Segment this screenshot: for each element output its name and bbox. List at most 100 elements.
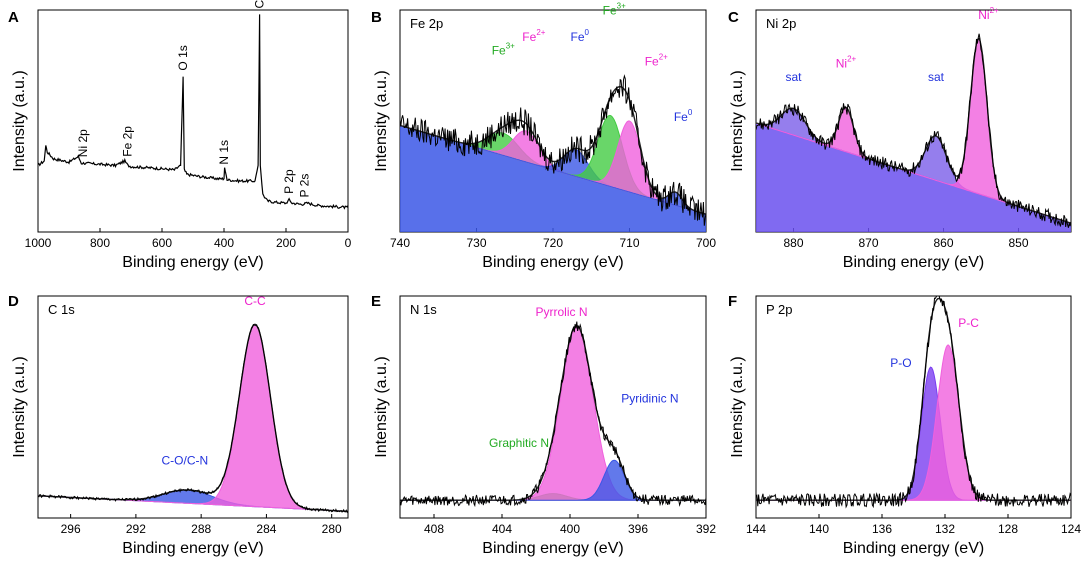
panel-title: N 1s (410, 302, 437, 317)
peak-annotation: Fe2+ (522, 28, 545, 44)
panel-label: A (8, 9, 19, 26)
peak-annotation: Fe2+ (645, 53, 668, 69)
peak-annotation: Fe0 (674, 108, 693, 124)
panel-label: C (728, 9, 739, 26)
y-axis-label: Intensity (a.u.) (373, 356, 390, 457)
plot-area (756, 33, 1071, 232)
x-tick-label: 700 (696, 236, 716, 250)
panel-c: C Ni 2p 880 870 860 850 Binding energy (eV) Int… (728, 6, 1072, 271)
x-tick-label: 860 (933, 236, 953, 250)
x-axis-label: Binding energy (eV) (482, 540, 623, 557)
peak-annotation: sat (928, 70, 945, 84)
peak-annotation: sat (785, 70, 802, 84)
fit-component-fe0-2p3-2 (400, 124, 706, 215)
y-axis-label: Intensity (a.u.) (11, 356, 28, 457)
peak-annotation: P-O (890, 356, 911, 370)
peak-annotation: P-C (958, 316, 979, 330)
y-axis-label: Intensity (a.u.) (11, 70, 28, 171)
x-tick-label: 284 (256, 522, 276, 536)
peak-annotation: C-C (244, 294, 266, 308)
peak-annotation: Graphitic N (489, 436, 549, 450)
panel-title: Ni 2p (766, 16, 796, 31)
x-tick-label: 408 (424, 522, 444, 536)
peak-annotation: O 1s (176, 45, 190, 70)
plot-frame (37, 9, 349, 233)
plot-area (400, 321, 706, 508)
x-tick-label: 292 (126, 522, 146, 536)
panel-d: D C 1s 296 292 288 284 280 Binding energy (eV) I… (8, 293, 349, 557)
fit-envelope-line (400, 85, 706, 215)
x-tick-label: 710 (619, 236, 639, 250)
x-tick-label: 132 (935, 522, 955, 536)
x-tick-label: 800 (90, 236, 110, 250)
x-tick-label: 288 (191, 522, 211, 536)
peak-annotation: Fe3+ (603, 1, 626, 17)
peak-annotation: Ni2+ (836, 55, 857, 71)
peak-annotation: Ni2+ (978, 6, 999, 22)
plot-frame (399, 295, 707, 519)
panel-label: E (371, 293, 381, 310)
peak-annotation: P 2s (298, 174, 312, 198)
peak-annotation: Pyrrolic N (535, 305, 587, 319)
x-tick-label: 880 (783, 236, 803, 250)
panel-title: Fe 2p (410, 16, 443, 31)
plot-area (38, 14, 348, 210)
panel-a: A 1000 800 600 400 200 0 Binding energy (eV) Int… (8, 0, 352, 271)
y-axis-label: Intensity (a.u.) (729, 356, 746, 457)
panel-f: F P 2p 144 140 136 132 128 124 Binding energy (e… (728, 293, 1081, 557)
plot-area (38, 323, 348, 514)
raw-spectrum-line (38, 323, 348, 514)
peak-annotation: C 1s (253, 0, 267, 8)
plot-area (400, 74, 706, 232)
panel-b: B Fe 2p 740 730 720 710 700 Binding energy (eV)… (371, 1, 716, 271)
x-tick-label: 140 (809, 522, 829, 536)
survey-spectrum-line (38, 14, 348, 210)
panel-e: E N 1s 408 404 400 396 392 Binding energy (eV) I… (371, 293, 716, 557)
peak-annotation: Fe 2p (120, 126, 134, 157)
peak-annotation: C-O/C-N (162, 454, 209, 468)
x-tick-label: 280 (322, 522, 342, 536)
y-axis-label: Intensity (a.u.) (729, 70, 746, 171)
fit-component-c-c (38, 324, 348, 512)
fit-envelope-line (38, 323, 348, 512)
x-tick-label: 404 (492, 522, 512, 536)
fit-component-ni2-2p3-2 (756, 37, 1071, 224)
x-tick-label: 1000 (25, 236, 52, 250)
x-tick-label: 296 (61, 522, 81, 536)
raw-spectrum-line (400, 321, 706, 508)
fit-component-pyrrolic-n (400, 326, 706, 501)
x-tick-label: 740 (390, 236, 410, 250)
x-tick-label: 730 (466, 236, 486, 250)
peak-annotation: P 2p (282, 169, 296, 194)
x-tick-label: 136 (872, 522, 892, 536)
peak-annotation: Fe3+ (492, 41, 515, 57)
x-tick-label: 0 (345, 236, 352, 250)
x-tick-label: 720 (543, 236, 563, 250)
x-tick-label: 128 (998, 522, 1018, 536)
x-axis-label: Binding energy (eV) (482, 254, 623, 271)
panel-label: D (8, 293, 19, 310)
panel-title: C 1s (48, 302, 75, 317)
panel-label: B (371, 9, 382, 26)
x-axis-label: Binding energy (eV) (843, 540, 984, 557)
raw-spectrum-line (756, 296, 1071, 509)
peak-annotation: Ni 2p (76, 129, 90, 157)
x-tick-label: 396 (628, 522, 648, 536)
x-tick-label: 600 (152, 236, 172, 250)
x-tick-label: 124 (1061, 522, 1081, 536)
plot-frame (755, 295, 1072, 519)
x-axis-label: Binding energy (eV) (122, 254, 263, 271)
plot-area (756, 296, 1071, 509)
baseline-fill (756, 123, 1071, 232)
raw-spectrum-line (756, 33, 1071, 228)
x-tick-label: 144 (746, 522, 766, 536)
plot-frame (37, 295, 349, 519)
x-tick-label: 850 (1008, 236, 1028, 250)
x-axis-label: Binding energy (eV) (122, 540, 263, 557)
x-tick-label: 400 (560, 522, 580, 536)
x-axis-label: Binding energy (eV) (843, 254, 984, 271)
x-tick-label: 392 (696, 522, 716, 536)
panel-label: F (728, 293, 737, 310)
panel-title: P 2p (766, 302, 793, 317)
